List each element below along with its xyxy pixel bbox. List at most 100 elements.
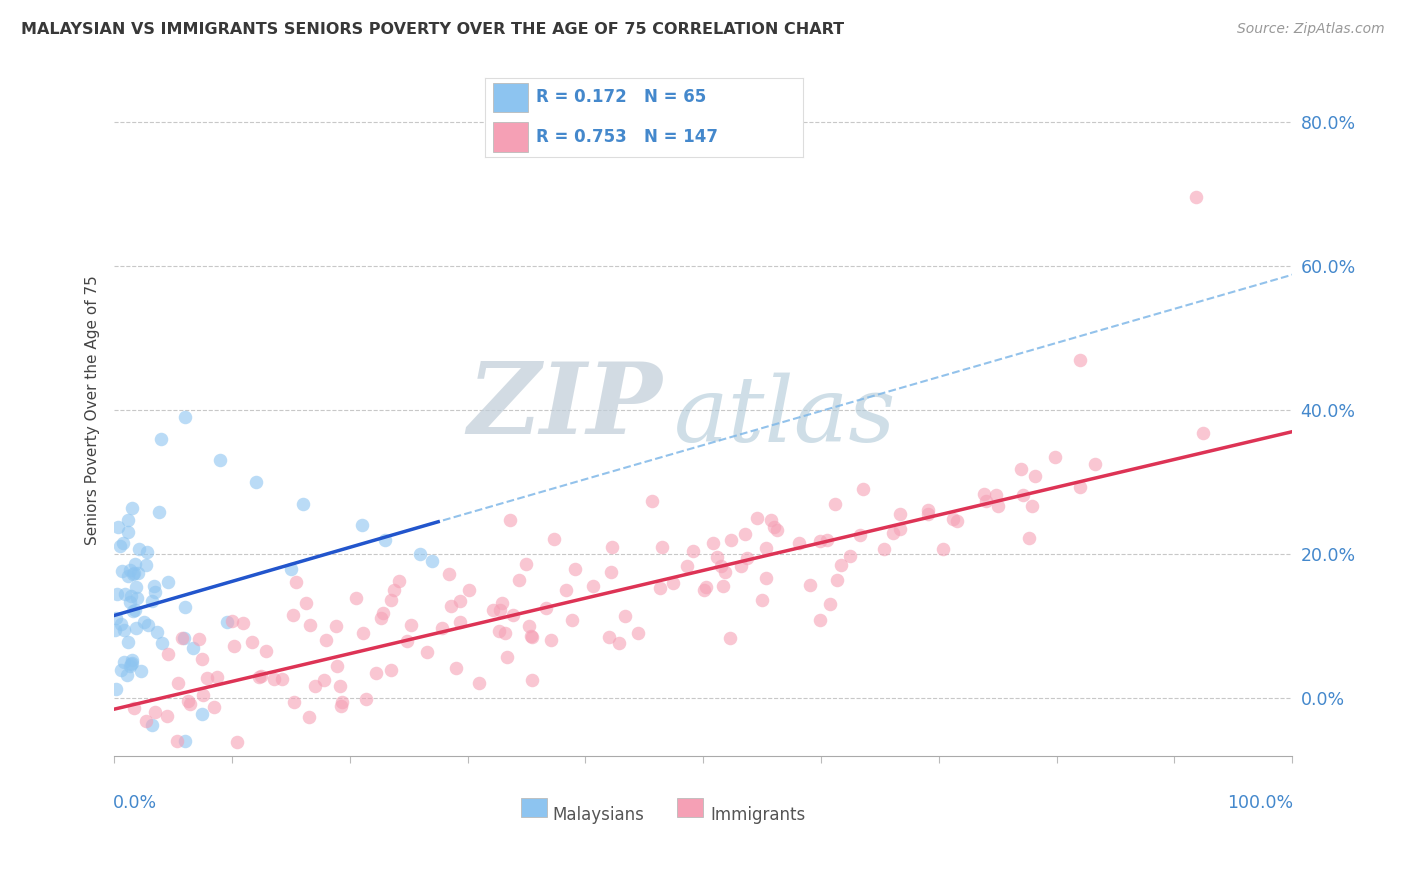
Point (380, 664, 402, 678)
Point (245, 475, 267, 489)
Point (1043, 450, 1066, 464)
Point (191, 707, 214, 722)
Point (808, 613, 831, 627)
Point (329, 679, 352, 693)
Point (706, 549, 728, 564)
Point (973, 487, 995, 501)
Point (250, 669, 273, 683)
Point (1184, 190, 1206, 204)
FancyBboxPatch shape (520, 797, 547, 817)
Point (1024, 469, 1046, 483)
Point (561, 613, 583, 627)
Point (1192, 426, 1215, 441)
Point (457, 582, 479, 597)
Point (191, 688, 214, 702)
Point (202, 700, 225, 714)
Text: 0.0%: 0.0% (112, 794, 157, 812)
Point (330, 699, 353, 714)
Point (104, 624, 127, 638)
Point (889, 522, 911, 536)
Point (166, 733, 188, 747)
Point (1018, 531, 1040, 545)
Point (702, 536, 724, 550)
Point (136, 617, 159, 632)
Point (157, 648, 180, 662)
Point (120, 589, 142, 603)
Point (808, 533, 831, 548)
Point (156, 574, 179, 589)
Point (600, 540, 623, 554)
Point (838, 549, 860, 563)
Point (174, 599, 197, 614)
Point (491, 596, 513, 610)
FancyBboxPatch shape (678, 797, 703, 817)
Point (263, 672, 285, 686)
Point (205, 670, 228, 684)
Point (734, 526, 756, 541)
Point (170, 631, 193, 645)
Point (122, 603, 145, 617)
Point (191, 651, 214, 665)
Point (270, 673, 292, 687)
Point (107, 520, 129, 534)
Point (976, 493, 998, 508)
Point (987, 499, 1010, 513)
Point (125, 621, 148, 635)
Point (156, 709, 179, 723)
Point (280, 561, 302, 575)
Point (173, 632, 195, 646)
Point (141, 594, 163, 608)
Point (889, 507, 911, 521)
Point (281, 607, 304, 622)
Point (299, 618, 322, 632)
Point (117, 569, 139, 583)
Point (468, 675, 491, 690)
Point (108, 540, 131, 554)
Point (693, 583, 716, 598)
Point (720, 533, 742, 547)
Point (488, 603, 510, 617)
Point (283, 695, 305, 709)
Text: atlas: atlas (673, 373, 896, 461)
Point (648, 581, 671, 595)
Point (1011, 488, 1033, 502)
Point (502, 607, 524, 622)
Point (488, 624, 510, 639)
Point (917, 508, 939, 522)
Point (188, 632, 211, 646)
Text: ZIP: ZIP (467, 359, 662, 455)
Point (105, 610, 128, 624)
Text: Source: ZipAtlas.com: Source: ZipAtlas.com (1237, 22, 1385, 37)
Point (173, 733, 195, 747)
Point (401, 617, 423, 632)
Point (135, 714, 157, 728)
Point (148, 504, 170, 518)
Point (135, 558, 157, 572)
Point (117, 513, 139, 527)
Point (555, 582, 578, 597)
Point (120, 657, 142, 672)
Point (166, 676, 188, 690)
Point (344, 591, 367, 605)
Point (799, 577, 821, 591)
Point (143, 578, 166, 592)
Point (1010, 462, 1032, 476)
Point (517, 619, 540, 633)
Text: 100.0%: 100.0% (1227, 794, 1294, 812)
Point (380, 592, 402, 607)
Point (600, 566, 623, 580)
Point (735, 550, 758, 565)
Point (449, 594, 471, 608)
Point (520, 630, 543, 644)
Text: MALAYSIAN VS IMMIGRANTS SENIORS POVERTY OVER THE AGE OF 75 CORRELATION CHART: MALAYSIAN VS IMMIGRANTS SENIORS POVERTY … (21, 22, 844, 37)
Point (325, 618, 347, 632)
Point (824, 497, 846, 511)
Point (830, 558, 852, 573)
Point (128, 541, 150, 556)
Point (240, 635, 263, 649)
Point (150, 636, 173, 650)
Point (522, 673, 544, 688)
Point (117, 525, 139, 540)
Point (395, 634, 418, 648)
Point (173, 410, 195, 425)
